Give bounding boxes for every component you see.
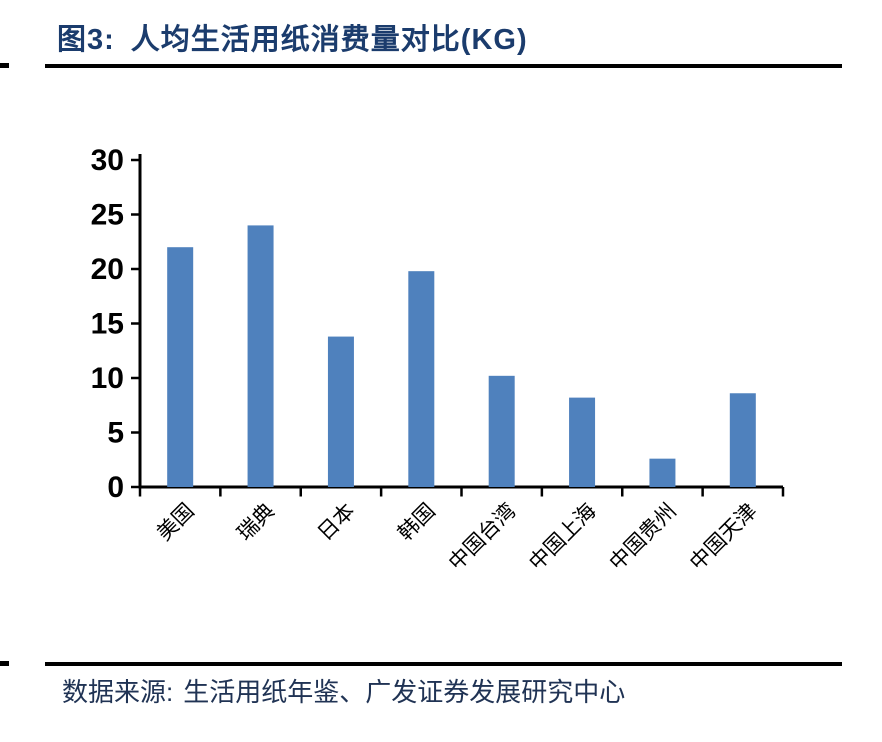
x-category-label: 美国 — [153, 499, 199, 545]
y-axis-tick-label: 20 — [91, 253, 124, 286]
x-category-label: 中国上海 — [525, 499, 601, 575]
chart-title: 图3: 人均生活用纸消费量对比(KG) — [57, 16, 528, 58]
data-source-label: 数据来源: — [62, 677, 174, 707]
left-edge-dash-bottom — [0, 661, 9, 666]
y-axis-tick-label: 10 — [91, 362, 124, 395]
bar-中国贵州 — [649, 458, 676, 487]
x-category-label: 中国台湾 — [445, 499, 521, 575]
y-axis-tick-label: 30 — [91, 144, 124, 177]
bar-中国上海 — [569, 397, 596, 487]
x-category-label: 中国天津 — [686, 499, 762, 575]
chart-title-text: 人均生活用纸消费量对比(KG) — [130, 24, 528, 56]
x-category-label: 中国贵州 — [605, 499, 681, 575]
x-category-label: 瑞典 — [233, 499, 279, 545]
bar-中国台湾 — [488, 375, 515, 487]
figure-label: 图3: — [57, 24, 115, 56]
x-category-label: 日本 — [314, 499, 360, 545]
bar-韩国 — [408, 271, 435, 487]
y-axis-tick-label: 5 — [107, 417, 124, 450]
bar-日本 — [327, 336, 354, 487]
bar-中国天津 — [729, 393, 756, 487]
bar-美国 — [167, 247, 194, 487]
x-category-label: 韩国 — [394, 499, 440, 545]
title-underline-rule — [45, 64, 842, 68]
y-axis-tick-label: 15 — [91, 308, 124, 341]
footer-rule — [45, 662, 842, 666]
data-source-text: 生活用纸年鉴、广发证券发展研究中心 — [183, 677, 626, 707]
y-axis-tick-label: 0 — [107, 471, 124, 504]
data-source-line: 数据来源: 生活用纸年鉴、广发证券发展研究中心 — [62, 672, 625, 709]
y-axis-tick-label: 25 — [91, 199, 124, 232]
bar-瑞典 — [247, 225, 274, 487]
left-edge-dash-top — [0, 63, 9, 68]
